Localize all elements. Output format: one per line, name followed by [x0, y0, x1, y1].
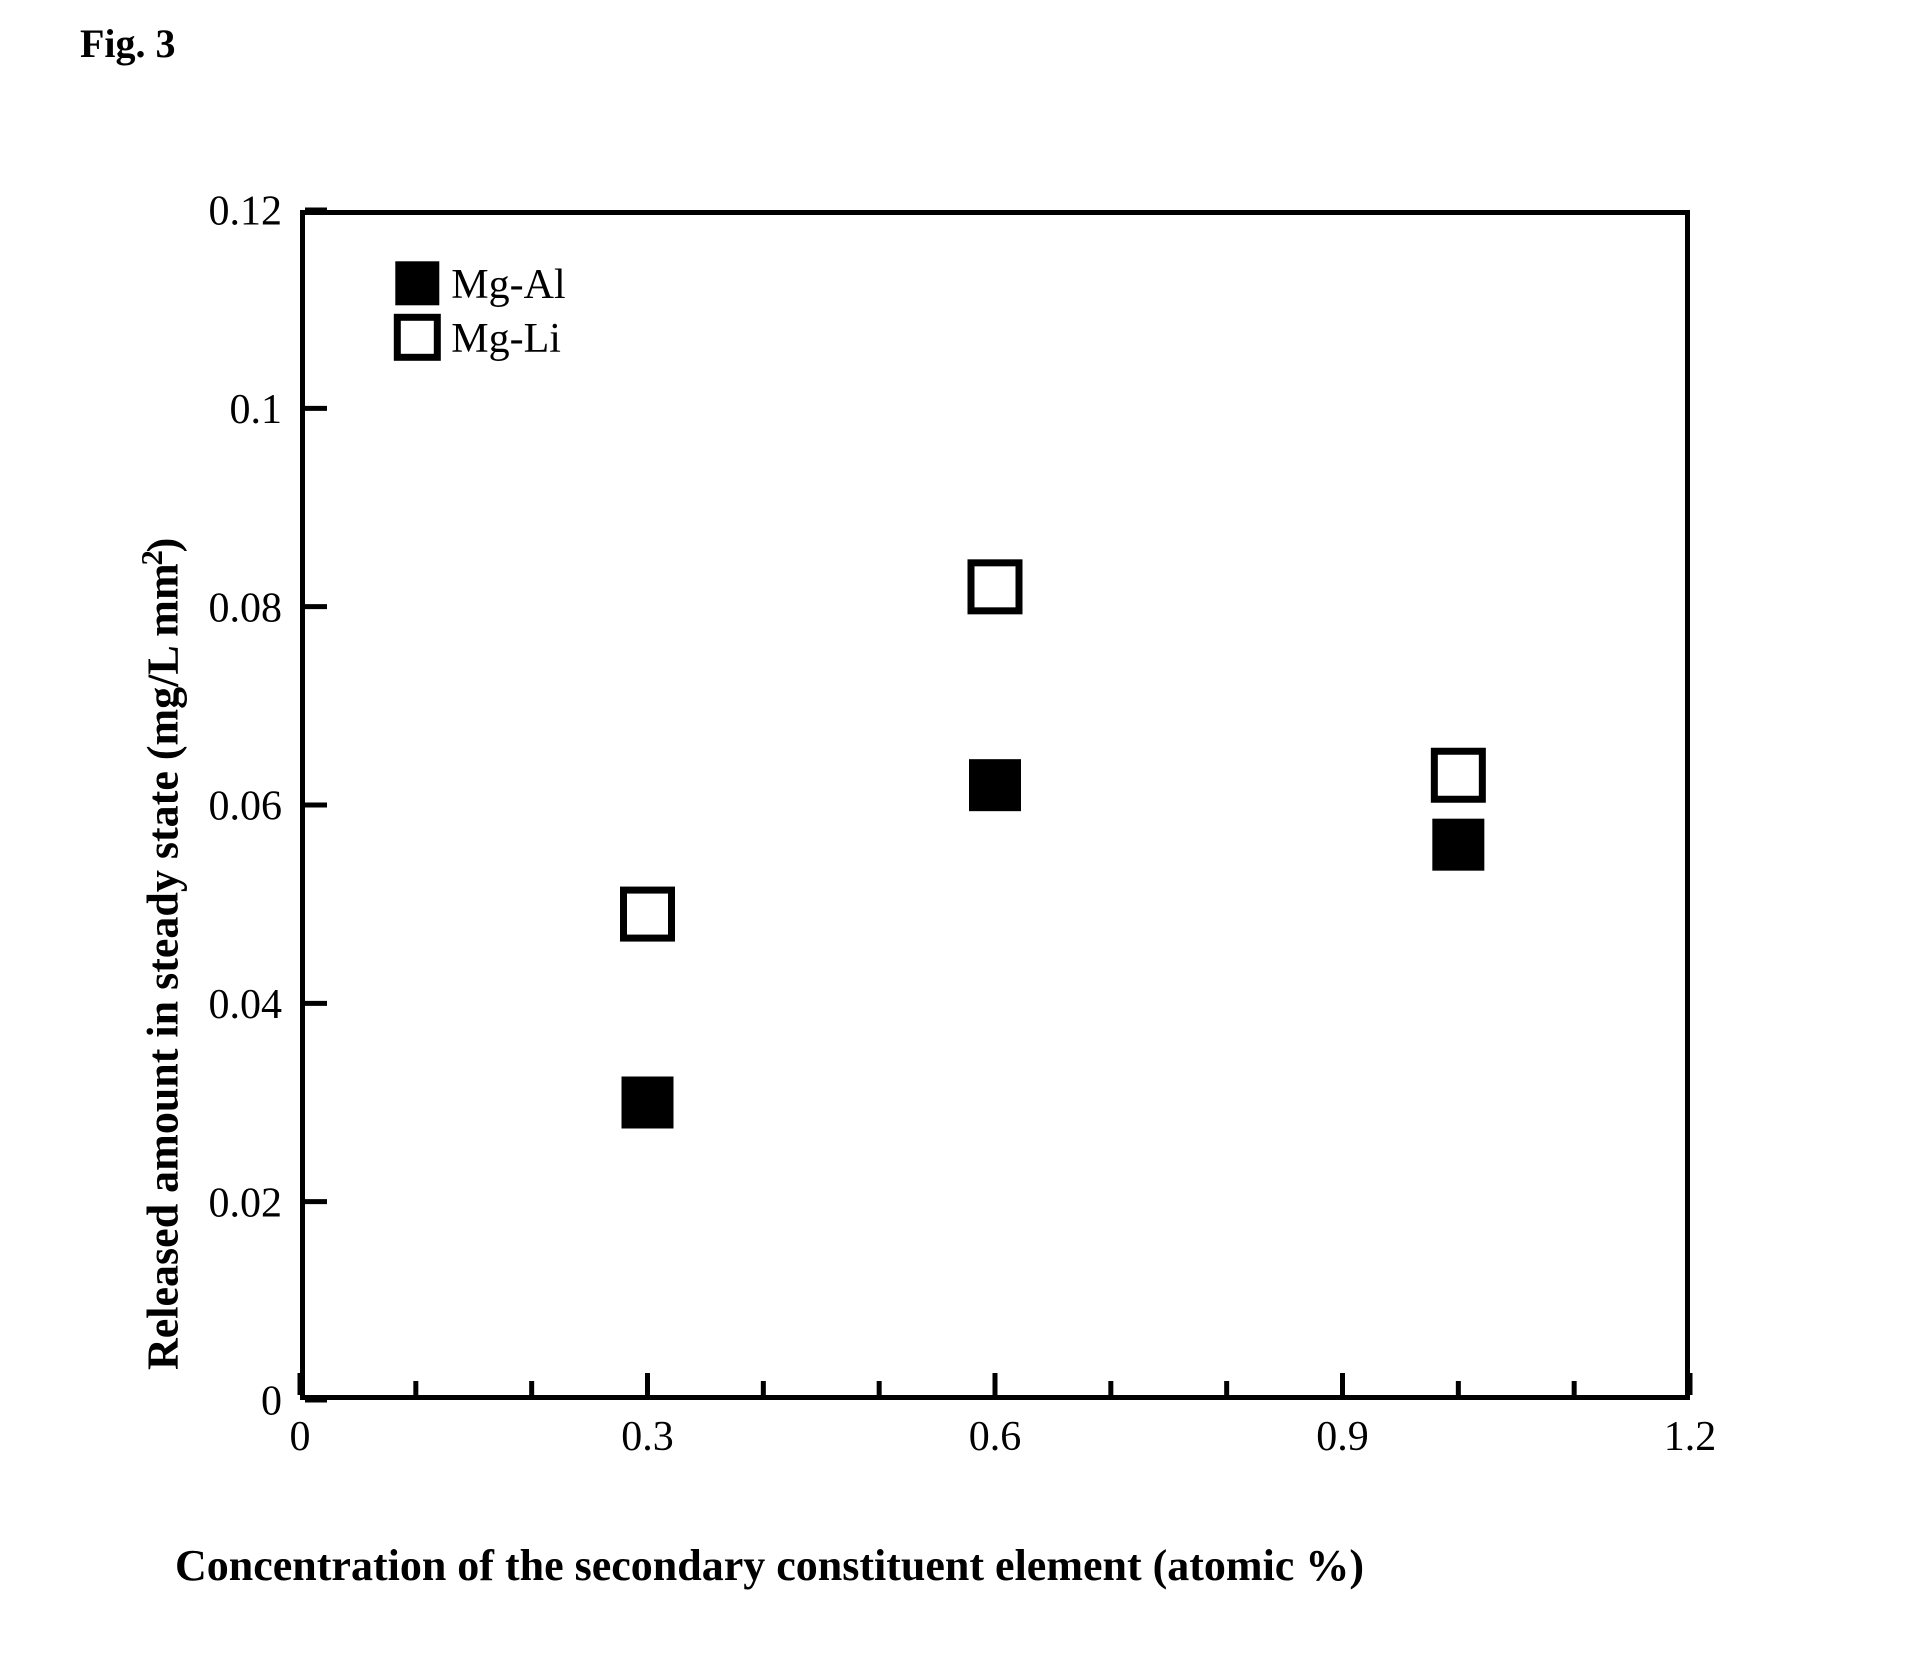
y-axis-label-superscript: 2 [135, 550, 169, 565]
data-point [971, 563, 1019, 611]
x-axis-label: Concentration of the secondary constitue… [175, 1540, 1364, 1591]
data-point [624, 890, 672, 938]
legend-marker [397, 317, 437, 357]
data-point [1434, 751, 1482, 799]
y-tick-label: 0.02 [209, 1180, 283, 1226]
data-point [1434, 821, 1482, 869]
legend-label: Mg-Li [451, 316, 561, 362]
page-root: Fig. 3 00.30.60.91.200.020.040.060.080.1… [0, 0, 1913, 1676]
y-axis-label: Released amount in steady state (mg/L mm… [135, 522, 189, 1370]
data-point [624, 1079, 672, 1127]
y-tick-label: 0.12 [209, 189, 283, 235]
chart-container: 00.30.60.91.200.020.040.060.080.10.12Mg-… [300, 210, 1690, 1400]
y-tick-label: 0.04 [209, 982, 283, 1028]
scatter-chart: 00.30.60.91.200.020.040.060.080.10.12Mg-… [300, 210, 1690, 1400]
legend-marker [397, 263, 437, 303]
y-axis-label-text: Released amount in steady state (mg/L mm… [139, 538, 188, 1370]
x-tick-label: 1.2 [1664, 1414, 1717, 1460]
x-tick-label: 0.9 [1316, 1414, 1369, 1460]
figure-label: Fig. 3 [80, 20, 176, 67]
y-tick-label: 0.08 [209, 585, 283, 631]
x-tick-label: 0.6 [969, 1414, 1022, 1460]
y-tick-label: 0.1 [230, 387, 283, 433]
legend-label: Mg-Al [451, 262, 565, 308]
x-tick-label: 0 [290, 1414, 311, 1460]
y-tick-label: 0 [261, 1379, 282, 1425]
y-tick-label: 0.06 [209, 784, 283, 830]
x-tick-label: 0.3 [621, 1414, 674, 1460]
data-point [971, 761, 1019, 809]
